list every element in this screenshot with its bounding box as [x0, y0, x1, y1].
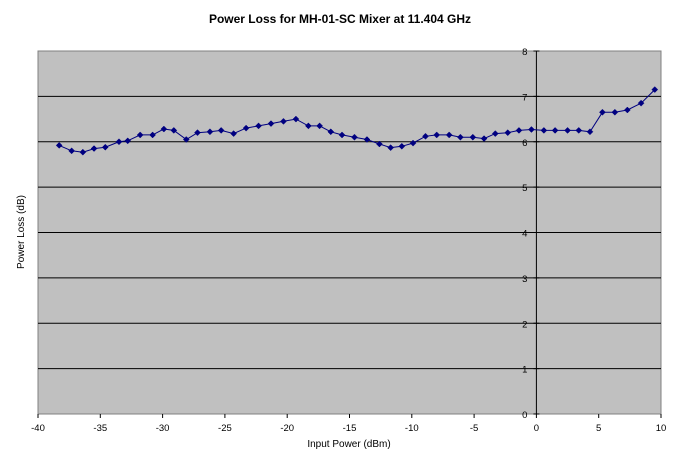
y-tick-label: 0: [522, 410, 527, 421]
x-tick-label: -30: [156, 423, 170, 434]
data-point: [149, 131, 156, 139]
y-tick-label: 3: [522, 274, 527, 285]
data-point: [515, 127, 523, 134]
data-point: [170, 127, 178, 134]
data-point: [255, 122, 262, 130]
x-tick-label: -15: [343, 423, 357, 434]
data-point: [398, 142, 406, 150]
gridlines: [38, 95, 661, 370]
data-point: [160, 125, 168, 133]
data-point: [586, 128, 594, 136]
y-tick-label: 5: [522, 183, 527, 194]
data-point: [422, 132, 429, 140]
data-point: [115, 138, 123, 146]
data-point: [305, 122, 312, 130]
x-tick-label: -5: [470, 423, 478, 434]
y-tick-label: 7: [522, 92, 527, 103]
x-axis-label: Input Power (dBm): [307, 439, 390, 450]
data-point: [376, 140, 383, 148]
data-point: [504, 129, 512, 137]
data-point: [540, 127, 548, 134]
data-point: [433, 131, 441, 139]
data-point: [55, 142, 63, 149]
data-point: [267, 120, 275, 127]
x-axis: -40 -35 -30 -25 -20 -15 -10 -5 0 5 10: [31, 414, 666, 434]
x-tick-label: -25: [218, 423, 232, 434]
data-point: [637, 99, 645, 107]
data-point: [90, 145, 98, 152]
data-point: [528, 126, 535, 133]
data-point: [194, 129, 201, 137]
y-tick-label: 6: [522, 138, 527, 149]
data-point: [242, 124, 250, 132]
x-tick-label: -35: [93, 423, 107, 434]
y-axis: 0 1 2 3 4 5 6 7 8: [522, 47, 540, 421]
data-point: [124, 137, 132, 145]
x-tick-label: -10: [405, 423, 419, 434]
data-point: [409, 139, 417, 147]
data-point: [387, 144, 394, 152]
x-tick-label: -20: [280, 423, 294, 434]
y-tick-label: 2: [522, 319, 527, 330]
chart-title: Power Loss for MH-01-SC Mixer at 11.404 …: [209, 12, 471, 26]
data-point: [292, 115, 300, 123]
data-point: [136, 131, 144, 139]
data-point: [363, 136, 371, 143]
x-tick-label: 5: [596, 423, 601, 434]
y-tick-label: 1: [522, 365, 527, 376]
data-point: [351, 133, 358, 141]
data-point: [575, 127, 583, 134]
data-point: [491, 130, 499, 137]
x-tick-label: 0: [534, 423, 539, 434]
data-point: [651, 86, 659, 93]
data-point: [469, 133, 477, 141]
data-point: [230, 130, 237, 137]
data-point: [599, 108, 606, 116]
data-point: [551, 127, 559, 134]
data-point: [316, 122, 323, 130]
data-point: [624, 106, 631, 114]
y-tick-label: 4: [522, 229, 527, 240]
data-point: [182, 136, 190, 143]
data-point: [480, 135, 488, 142]
series-markers: [55, 86, 659, 156]
data-point: [217, 127, 225, 134]
data-point: [445, 131, 453, 139]
x-tick-label: -40: [31, 423, 45, 434]
data-point: [206, 128, 214, 136]
data-point: [101, 143, 109, 151]
data-point: [280, 117, 287, 125]
data-point: [564, 127, 571, 134]
y-axis-label: Power Loss (dB): [16, 195, 27, 269]
data-point: [327, 128, 335, 136]
data-point: [68, 147, 75, 155]
data-point: [338, 131, 346, 139]
data-point: [457, 133, 464, 141]
data-point: [79, 148, 87, 156]
data-point: [611, 108, 619, 116]
y-tick-label: 8: [522, 47, 527, 58]
x-tick-label: 10: [656, 423, 667, 434]
